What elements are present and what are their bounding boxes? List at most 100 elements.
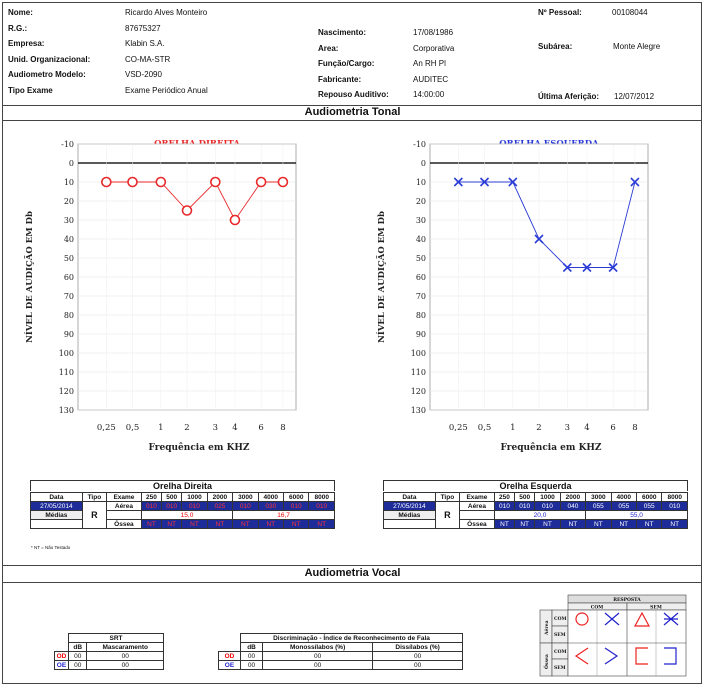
data-point [608, 262, 618, 273]
y-tick-label: 50 [416, 254, 426, 263]
ossea-value: NT [161, 519, 183, 529]
legend-row-aerea: Aérea [543, 620, 550, 636]
ossea-value: NT [610, 519, 638, 529]
x-tick-label: 0,5 [126, 423, 140, 433]
y-tick-label: 70 [416, 292, 426, 301]
legend-aerea-sem: SEM [554, 632, 566, 638]
field-value: Corporativa [413, 43, 455, 53]
row-label-ossea: Óssea [458, 519, 495, 529]
data-point [155, 176, 167, 188]
discrim-oe-db: 00 [239, 660, 264, 670]
legend-ossea-com: COM [554, 649, 567, 655]
field-label: R.G.: [8, 23, 28, 33]
field-label: Empresa: [8, 39, 45, 48]
legend-sem: SEM [650, 605, 662, 611]
discrim-col-mono: Monossílabos (%) [262, 642, 374, 652]
field-value: Exame Periódico Anual [125, 85, 208, 95]
x-tick-label: 6 [258, 423, 263, 433]
legend-ossea-sem: SEM [554, 665, 566, 671]
data-point [127, 176, 138, 188]
media-2: 55,0 [585, 510, 688, 520]
discrim-od-mono: 00 [262, 651, 374, 661]
aerea-value: 010 [534, 501, 561, 511]
x-tick-label: 0,25 [97, 423, 116, 433]
field-value: 87675327 [125, 23, 161, 33]
srt-ear-od: OD [54, 651, 69, 661]
ossea-value: NT [514, 519, 536, 529]
media-1: 20,0 [493, 510, 587, 520]
data-point [508, 177, 518, 187]
table-header: Tipo [434, 492, 460, 502]
marker-x [479, 177, 490, 187]
y-tick-label: 90 [416, 330, 426, 339]
y-axis-label: NÍVEL DE AUDIÇÃO EM Db [23, 211, 35, 343]
data-point [562, 262, 572, 273]
aerea-value: 055 [610, 501, 638, 511]
aerea-value: 010 [140, 501, 163, 511]
exam-date: 27/05/2014 [30, 501, 83, 511]
data-point [453, 177, 463, 187]
y-tick-label: 90 [64, 330, 74, 339]
pessoal-value: 00108044 [612, 8, 648, 17]
y-tick-label: 80 [416, 311, 426, 320]
y-tick-label: 50 [64, 254, 74, 263]
aerea-value: 010 [161, 501, 183, 511]
discrim-ear-oe: OE [218, 660, 241, 670]
marker-x [630, 177, 640, 187]
pessoal-label: Nº Pessoal: [538, 8, 582, 17]
ossea-value: NT [206, 519, 234, 529]
section-title-vocal: Audiometria Vocal [304, 567, 401, 579]
row-label-aerea: Aérea [458, 501, 495, 511]
field-label: Nascimento: [318, 28, 367, 37]
ossea-value: NT [181, 519, 208, 529]
table-right-grid: Data Tipo Exame 250 500 1000 2000 3000 4000 6000 8… [30, 492, 335, 529]
table-header: 500 [161, 492, 183, 502]
aerea-value: 010 [493, 501, 516, 511]
table-left-grid: Data Tipo Exame 250 500 1000 2000 3000 4000 6000 8… [383, 492, 688, 529]
row-label-aerea: Aérea [105, 501, 142, 511]
table-header: 4000 [610, 492, 638, 502]
legend-symbol-oe-ossea-com [604, 647, 619, 665]
x-tick-label: 4 [232, 423, 237, 433]
field-label: Nome: [8, 8, 33, 17]
table-header: 3000 [585, 492, 612, 502]
srt-table: SRT dB Mascaramento OD 00 00 OE 00 00 [54, 633, 164, 670]
y-axis-label: NÍVEL DE AUDIÇÃO EM Db [375, 211, 387, 343]
aerea-value: 010 [308, 501, 335, 511]
afericao-label: Última Aferição: [538, 92, 600, 101]
row-label-medias: Médias [30, 510, 83, 520]
legend-symbol-od-aerea-com [575, 612, 589, 626]
table-header: 8000 [308, 492, 335, 502]
srt-oe-db: 00 [67, 660, 88, 670]
media-2: 16,7 [232, 510, 335, 520]
x-axis-label: Frequência em KHZ [149, 442, 250, 453]
field-value: AUDITEC [413, 74, 449, 84]
nt-note: * NT = Não Testado [31, 545, 71, 550]
table-header: 250 [140, 492, 163, 502]
y-tick-label: 120 [411, 387, 426, 396]
y-tick-label: 0 [69, 159, 74, 168]
field-label: Repouso Auditivo: [318, 90, 389, 99]
data-point [229, 214, 241, 226]
legend-title: RESPOSTA [613, 597, 641, 603]
table-right-title: Orelha Direita [30, 480, 335, 491]
data-point [479, 177, 490, 187]
y-tick-label: 0 [421, 159, 426, 168]
table-header: Exame [105, 492, 142, 502]
aerea-value: 010 [282, 501, 310, 511]
legend-symbol-od-ossea-sem [635, 647, 648, 665]
audiogram-right-ear: ORELHA DIREITA-1001020304050607080901001… [23, 139, 297, 453]
y-tick-label: 60 [416, 273, 426, 282]
field-value: VSD-2090 [125, 70, 162, 79]
y-tick-label: 30 [416, 216, 426, 225]
legend-symbol-od-aerea-sem [633, 611, 651, 627]
media-1: 15,0 [140, 510, 234, 520]
field-label: Area: [318, 43, 339, 53]
marker-x [534, 234, 544, 244]
x-tick-label: 2 [184, 423, 189, 433]
field-label: Fabricante: [318, 74, 362, 84]
x-tick-label: 8 [280, 423, 285, 433]
x-tick-label: 2 [536, 423, 541, 433]
field-label: Unid. Organizacional: [8, 54, 91, 64]
srt-col-db: dB [67, 642, 88, 652]
